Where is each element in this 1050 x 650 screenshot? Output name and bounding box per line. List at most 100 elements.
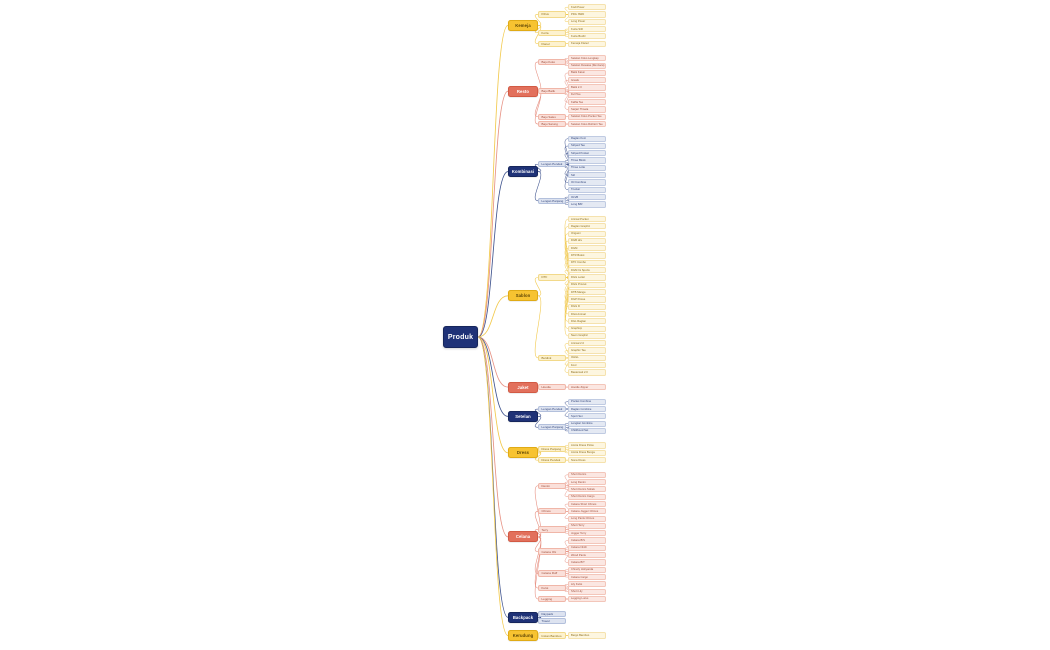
mid-node[interactable]: Baju Batik: [538, 88, 566, 95]
leaf-node[interactable]: DTB Mange: [568, 289, 606, 296]
branch-node-resto[interactable]: Resto: [508, 85, 538, 97]
leaf-node[interactable]: Three Lotte: [568, 164, 606, 171]
leaf-node[interactable]: Sarjari Thoata: [568, 106, 606, 113]
leaf-node[interactable]: DGM Ini Sports: [568, 267, 606, 274]
mid-node[interactable]: Daypack: [538, 610, 566, 617]
leaf-node[interactable]: Origami: [568, 230, 606, 237]
root-node[interactable]: Produk: [443, 326, 478, 348]
mid-node[interactable]: Dress Panjang: [538, 446, 566, 453]
leaf-node[interactable]: Chinoly Holiyanda: [568, 566, 606, 573]
leaf-node[interactable]: Grasik: [568, 77, 606, 84]
branch-node-backpack[interactable]: Backpack: [508, 611, 538, 623]
leaf-node[interactable]: Striped Pocket: [568, 150, 606, 157]
leaf-node[interactable]: Kemeja Flanel: [568, 40, 606, 47]
leaf-node[interactable]: PDG NWD: [568, 11, 606, 18]
leaf-node[interactable]: Striped Tee: [568, 142, 606, 150]
mid-node[interactable]: Celana Olx: [538, 548, 566, 555]
leaf-node[interactable]: Pocket Combine: [568, 398, 606, 405]
leaf-node[interactable]: Batik Katun: [568, 69, 606, 76]
leaf-node[interactable]: Hoodie Zipper: [568, 384, 606, 391]
leaf-node[interactable]: Animal Pocket: [568, 215, 606, 223]
mid-node[interactable]: Lengan Panjang: [538, 424, 566, 431]
leaf-node[interactable]: Trucker: [568, 186, 606, 193]
branch-node-kerudung[interactable]: Kerudung: [508, 630, 538, 642]
leaf-node[interactable]: Long B/R: [568, 201, 606, 208]
mid-node[interactable]: Instan Bamboo: [538, 632, 566, 639]
branch-node-kemeja[interactable]: Kemeja: [508, 19, 538, 31]
leaf-node[interactable]: Bastemati 2.0: [568, 369, 606, 376]
leaf-node[interactable]: Wood Pants: [568, 552, 606, 559]
leaf-node[interactable]: Long Denim: [568, 478, 606, 486]
branch-node-jaket[interactable]: Jaket: [508, 381, 538, 393]
leaf-node[interactable]: Lengkar Combine: [568, 420, 606, 427]
leaf-node[interactable]: Celana Short Chinos: [568, 500, 606, 508]
leaf-node[interactable]: Lily Kulot: [568, 581, 606, 588]
mid-node[interactable]: Kulot: [538, 584, 566, 592]
leaf-node[interactable]: OLVB: [568, 194, 606, 201]
leaf-node[interactable]: Jogger Terry: [568, 530, 606, 537]
leaf-node[interactable]: Celana B/T: [568, 559, 606, 566]
leaf-node[interactable]: DGG Procuk: [568, 281, 606, 288]
branch-node-kombinasi[interactable]: Kombinasi: [508, 166, 538, 178]
leaf-node[interactable]: DGL Raglan: [568, 318, 606, 325]
mid-node[interactable]: Lengan Pendek: [538, 161, 566, 168]
branch-node-celana[interactable]: Celana: [508, 531, 538, 543]
leaf-node[interactable]: Celana Ninth: [568, 544, 606, 551]
mid-node[interactable]: Celana Ruff: [538, 570, 566, 577]
leaf-node[interactable]: Celana Cargo: [568, 573, 606, 581]
mid-node[interactable]: Buldink: [538, 354, 566, 361]
leaf-node[interactable]: Raglan Combine: [568, 405, 606, 413]
mid-node[interactable]: Hoodie: [538, 384, 566, 391]
mid-node[interactable]: Baju Sales: [538, 113, 566, 120]
leaf-node[interactable]: Short Denim Sobek: [568, 486, 606, 493]
leaf-node[interactable]: Full Tee: [568, 91, 606, 98]
leaf-node[interactable]: Short Terry: [568, 522, 606, 530]
mid-node[interactable]: Pdlux: [538, 11, 566, 18]
mid-node[interactable]: Baju Sarung: [538, 120, 566, 128]
leaf-node[interactable]: Neon Graphic: [568, 332, 606, 340]
leaf-node[interactable]: Long Pouer: [568, 18, 606, 25]
branch-node-setelan[interactable]: Setelan: [508, 410, 538, 422]
leaf-node[interactable]: Fool: [568, 362, 606, 369]
mid-node[interactable]: Baju Koko: [538, 58, 566, 66]
leaf-node[interactable]: Setelan Koko Rohitori Tee: [568, 120, 606, 128]
leaf-node[interactable]: DGA Animal: [568, 310, 606, 318]
mid-node[interactable]: Terry: [538, 526, 566, 533]
leaf-node[interactable]: Kodi Pouer: [568, 4, 606, 11]
mid-node[interactable]: Korla: [538, 29, 566, 36]
leaf-node[interactable]: Stri: [568, 172, 606, 179]
leaf-node[interactable]: DGP Posse: [568, 296, 606, 303]
mid-node[interactable]: DTF: [538, 274, 566, 281]
leaf-node[interactable]: Setelan Koko Lengkap: [568, 55, 606, 62]
leaf-node[interactable]: Graphic Tee: [568, 347, 606, 354]
leaf-node[interactable]: Amira Dress Bunga: [568, 449, 606, 456]
leaf-node[interactable]: Bergo Bamboo: [568, 632, 606, 639]
leaf-node[interactable]: Kurta Bordir: [568, 33, 606, 40]
leaf-node[interactable]: DGG D: [568, 303, 606, 310]
leaf-node[interactable]: Short Lily: [568, 588, 606, 595]
leaf-node[interactable]: Raglan Graphic: [568, 223, 606, 230]
leaf-node[interactable]: Setelan Dewasa (Renzaca): [568, 62, 606, 69]
leaf-node[interactable]: Long Pants Chinos: [568, 515, 606, 522]
leaf-node[interactable]: Three Block: [568, 157, 606, 164]
leaf-node[interactable]: Oil Combine: [568, 179, 606, 186]
leaf-node[interactable]: Legging Lurus: [568, 595, 606, 603]
leaf-node[interactable]: DGM: [568, 245, 606, 252]
leaf-node[interactable]: Setelan Koko Pocket Tee: [568, 113, 606, 120]
leaf-node[interactable]: Graphicp: [568, 325, 606, 332]
leaf-node[interactable]: Short Denim Cargo: [568, 493, 606, 500]
leaf-node[interactable]: Animal 2.0: [568, 340, 606, 347]
mid-node[interactable]: Lengan Pendek: [538, 405, 566, 413]
leaf-node[interactable]: DTF Combo: [568, 259, 606, 266]
mid-node[interactable]: Denim: [538, 482, 566, 489]
branch-node-dress[interactable]: Dress: [508, 447, 538, 459]
mid-node[interactable]: Lengan Panjang: [538, 197, 566, 204]
leaf-node[interactable]: Short Denim: [568, 471, 606, 478]
leaf-node[interactable]: Sport Set: [568, 413, 606, 420]
leaf-node[interactable]: DTR Bukot: [568, 252, 606, 259]
mid-node[interactable]: Flanel: [538, 40, 566, 47]
leaf-node[interactable]: Batik 2.0: [568, 84, 606, 91]
leaf-node[interactable]: Kurta Sifri: [568, 25, 606, 33]
branch-node-sablon[interactable]: Sablon: [508, 290, 538, 302]
leaf-node[interactable]: Childhood Set: [568, 427, 606, 435]
